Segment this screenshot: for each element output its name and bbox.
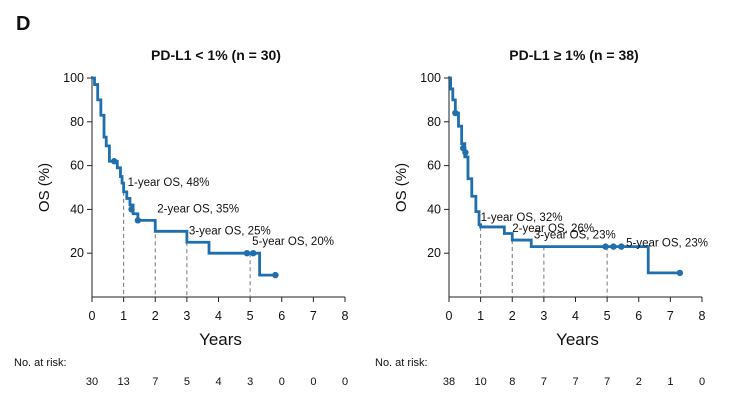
- survival-curve: [449, 76, 680, 275]
- risk-count: 7: [152, 376, 158, 388]
- y-tick-label: 20: [427, 246, 441, 260]
- risk-table-label: No. at risk:: [375, 357, 428, 369]
- x-tick-label: 1: [120, 309, 127, 323]
- milestone-annotation: 2-year OS, 35%: [157, 203, 239, 215]
- x-axis-label: Years: [199, 330, 242, 349]
- risk-count: 10: [475, 376, 487, 388]
- y-axis-label: OS (%): [36, 163, 53, 212]
- risk-table-label: No. at risk:: [14, 357, 67, 369]
- x-tick-label: 2: [509, 309, 516, 323]
- y-axis-label: OS (%): [393, 163, 410, 212]
- censor-mark: [110, 158, 118, 165]
- x-tick-label: 4: [572, 309, 579, 323]
- x-tick-label: 7: [310, 309, 317, 323]
- milestone-annotation: 1-year OS, 32%: [481, 212, 563, 224]
- x-tick-label: 7: [667, 309, 674, 323]
- milestone-annotation: 3-year OS, 23%: [534, 230, 616, 242]
- y-tick-label: 100: [63, 71, 84, 85]
- y-tick-label: 80: [427, 115, 441, 129]
- risk-count: 3: [247, 376, 253, 388]
- risk-count: 0: [279, 376, 285, 388]
- y-tick-label: 60: [70, 159, 84, 173]
- km-plot-pdl1-low: PD-L1 < 1% (n = 30)0 1 2 3 4 5 6 7 820406080100O…: [14, 47, 349, 388]
- x-tick-label: 8: [699, 309, 706, 323]
- y-tick-label: 40: [427, 202, 441, 216]
- chart-title: PD-L1 < 1% (n = 30): [151, 47, 281, 63]
- y-tick-label: 40: [70, 202, 84, 216]
- y-tick-label: 80: [70, 115, 84, 129]
- risk-count: 5: [184, 376, 190, 388]
- censor-mark: [243, 250, 251, 257]
- km-plot-pdl1-high: PD-L1 ≥ 1% (n = 38)0 1 2 3 4 5 6 7 820406080100O…: [375, 47, 708, 388]
- x-tick-label: 5: [247, 309, 254, 323]
- risk-count: 0: [699, 376, 705, 388]
- x-tick-label: 1: [477, 309, 484, 323]
- x-axis-label: Years: [556, 330, 599, 349]
- y-tick-label: 60: [427, 159, 441, 173]
- x-tick-label: 5: [604, 309, 611, 323]
- risk-count: 0: [310, 376, 316, 388]
- risk-count: 8: [509, 376, 515, 388]
- y-tick-label: 100: [420, 71, 441, 85]
- censor-mark: [462, 149, 469, 156]
- risk-count: 30: [86, 376, 98, 388]
- risk-count: 13: [118, 376, 130, 388]
- risk-count: 4: [215, 376, 221, 388]
- chart-title: PD-L1 ≥ 1% (n = 38): [509, 47, 638, 63]
- censor-mark: [618, 243, 625, 250]
- risk-count: 1: [667, 376, 673, 388]
- censor-mark: [610, 243, 617, 250]
- censor-mark: [128, 206, 135, 213]
- y-tick-label: 20: [70, 246, 84, 260]
- x-tick-label: 3: [183, 309, 190, 323]
- milestone-annotation: 1-year OS, 48%: [128, 177, 210, 189]
- censor-mark: [602, 243, 609, 250]
- censor-mark: [272, 271, 279, 279]
- x-tick-label: 3: [540, 309, 547, 323]
- panel-label: D: [16, 13, 30, 35]
- risk-count: 7: [572, 376, 578, 388]
- risk-count: 2: [636, 376, 642, 388]
- x-tick-label: 0: [89, 309, 96, 323]
- censor-mark: [250, 250, 257, 257]
- risk-count: 7: [604, 376, 610, 388]
- milestone-annotation: 2-year OS, 26%: [512, 223, 594, 235]
- risk-count: 38: [443, 376, 455, 388]
- censor-mark: [134, 217, 142, 224]
- x-tick-label: 0: [446, 309, 453, 323]
- x-tick-label: 6: [635, 309, 642, 323]
- x-tick-label: 6: [278, 309, 285, 323]
- risk-count: 7: [541, 376, 547, 388]
- x-tick-label: 8: [342, 309, 349, 323]
- censor-mark: [676, 269, 684, 277]
- milestone-annotation: 5-year OS, 20%: [252, 236, 334, 248]
- milestone-annotation: 5-year OS, 23%: [626, 238, 708, 250]
- survival-curve: [92, 76, 276, 277]
- milestone-annotation: 3-year OS, 25%: [189, 225, 271, 237]
- censor-mark: [452, 109, 459, 117]
- risk-count: 0: [342, 376, 348, 388]
- x-tick-label: 4: [215, 309, 222, 323]
- x-tick-label: 2: [152, 309, 159, 323]
